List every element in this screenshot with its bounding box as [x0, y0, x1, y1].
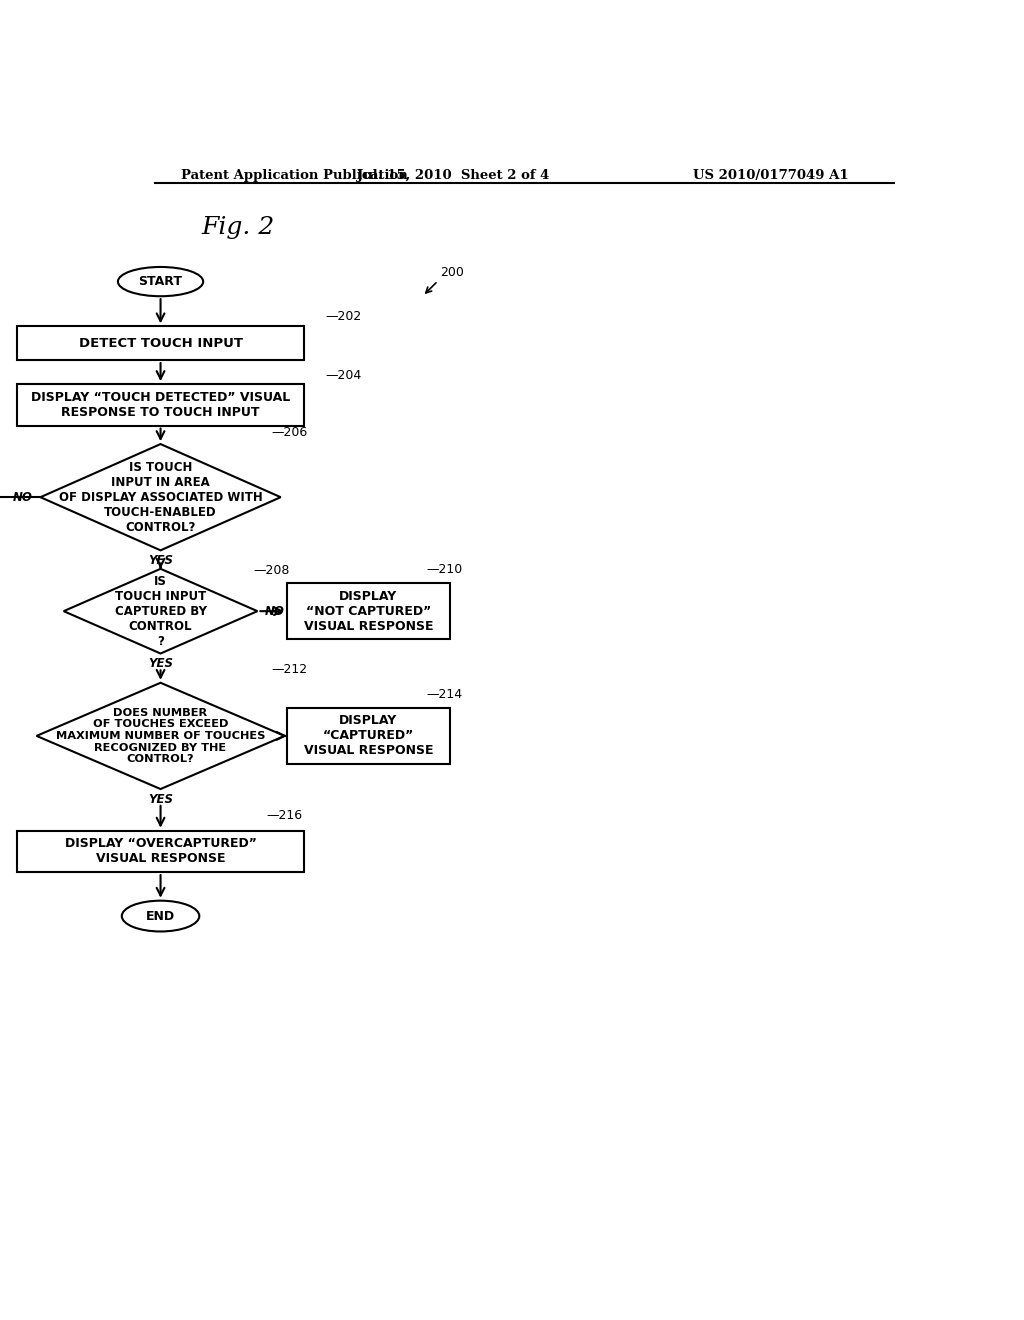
- Text: —202: —202: [326, 310, 361, 323]
- Text: US 2010/0177049 A1: US 2010/0177049 A1: [693, 169, 849, 182]
- Ellipse shape: [122, 900, 200, 932]
- Ellipse shape: [118, 267, 203, 296]
- FancyBboxPatch shape: [287, 708, 450, 763]
- Text: NO: NO: [12, 491, 33, 504]
- Text: DISPLAY “TOUCH DETECTED” VISUAL
RESPONSE TO TOUCH INPUT: DISPLAY “TOUCH DETECTED” VISUAL RESPONSE…: [31, 391, 290, 418]
- Text: —210: —210: [426, 562, 463, 576]
- Text: —206: —206: [271, 425, 307, 438]
- Polygon shape: [37, 682, 285, 789]
- Text: —212: —212: [271, 663, 307, 676]
- Polygon shape: [63, 569, 257, 653]
- Text: DETECT TOUCH INPUT: DETECT TOUCH INPUT: [79, 337, 243, 350]
- Text: YES: YES: [148, 793, 173, 807]
- Text: 200: 200: [440, 265, 464, 279]
- Text: START: START: [138, 275, 182, 288]
- FancyBboxPatch shape: [17, 830, 304, 873]
- Text: NO: NO: [292, 730, 312, 742]
- Text: —216: —216: [266, 809, 302, 822]
- Text: DISPLAY
“NOT CAPTURED”
VISUAL RESPONSE: DISPLAY “NOT CAPTURED” VISUAL RESPONSE: [303, 590, 433, 632]
- Text: DOES NUMBER
OF TOUCHES EXCEED
MAXIMUM NUMBER OF TOUCHES
RECOGNIZED BY THE
CONTRO: DOES NUMBER OF TOUCHES EXCEED MAXIMUM NU…: [56, 708, 265, 764]
- Text: DISPLAY “OVERCAPTURED”
VISUAL RESPONSE: DISPLAY “OVERCAPTURED” VISUAL RESPONSE: [65, 837, 256, 866]
- Text: YES: YES: [148, 554, 173, 568]
- Text: YES: YES: [148, 657, 173, 671]
- Text: IS TOUCH
INPUT IN AREA
OF DISPLAY ASSOCIATED WITH
TOUCH-ENABLED
CONTROL?: IS TOUCH INPUT IN AREA OF DISPLAY ASSOCI…: [58, 461, 262, 533]
- Text: DISPLAY
“CAPTURED”
VISUAL RESPONSE: DISPLAY “CAPTURED” VISUAL RESPONSE: [303, 714, 433, 758]
- FancyBboxPatch shape: [287, 583, 450, 639]
- Text: NO: NO: [265, 605, 285, 618]
- Polygon shape: [40, 444, 281, 550]
- Text: IS
TOUCH INPUT
CAPTURED BY
CONTROL
?: IS TOUCH INPUT CAPTURED BY CONTROL ?: [115, 574, 207, 648]
- Text: —208: —208: [254, 564, 290, 577]
- Text: Patent Application Publication: Patent Application Publication: [180, 169, 408, 182]
- Text: END: END: [146, 909, 175, 923]
- FancyBboxPatch shape: [17, 384, 304, 425]
- FancyBboxPatch shape: [17, 326, 304, 360]
- Text: Fig. 2: Fig. 2: [202, 216, 274, 239]
- Text: Jul. 15, 2010  Sheet 2 of 4: Jul. 15, 2010 Sheet 2 of 4: [357, 169, 550, 182]
- Text: —204: —204: [326, 368, 361, 381]
- Text: —214: —214: [426, 688, 463, 701]
